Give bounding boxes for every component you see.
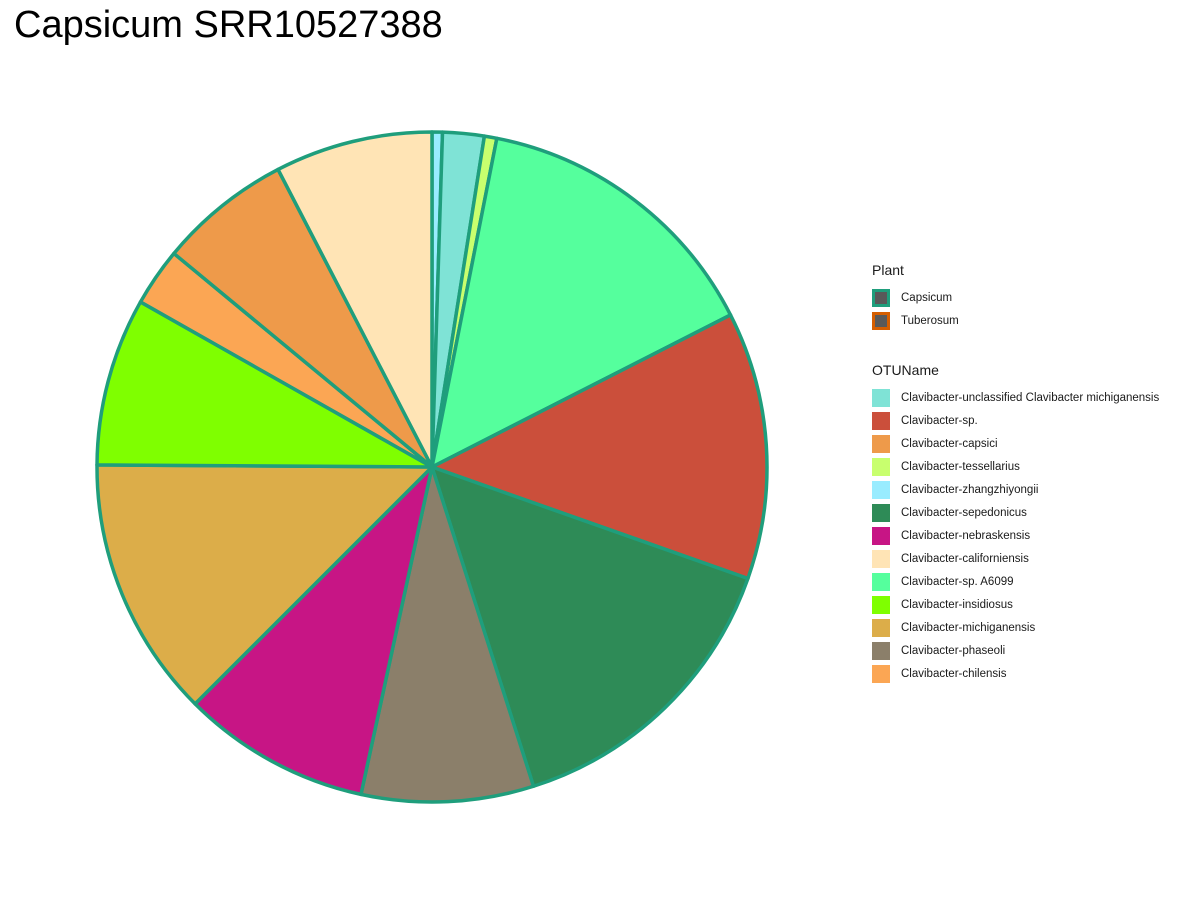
plant-legend-label: Capsicum <box>901 291 953 304</box>
pie-slice-clavibacter-sepedonicus <box>430 465 750 788</box>
pie-chart <box>95 130 769 804</box>
otu-legend-label: Clavibacter-zhangzhiyongii <box>901 483 1039 496</box>
otu-legend-label: Clavibacter-chilensis <box>901 667 1007 680</box>
otu-legend-key <box>872 457 890 476</box>
pie-slice-clavibacter-insidiosus <box>95 300 434 469</box>
otu-legend-label: Clavibacter-unclassified Clavibacter mic… <box>901 391 1160 404</box>
plant-legend-key <box>872 311 890 330</box>
otu-legend-key <box>872 388 890 407</box>
otu-legend-item: Clavibacter-zhangzhiyongii <box>872 478 1198 501</box>
otu-legend: OTUName Clavibacter-unclassified Claviba… <box>872 362 1198 685</box>
otu-legend-label: Clavibacter-nebraskensis <box>901 529 1031 542</box>
otu-legend-label: Clavibacter-phaseoli <box>901 644 1006 657</box>
otu-legend-key <box>872 595 890 614</box>
otu-legend-item: Clavibacter-tessellarius <box>872 455 1198 478</box>
otu-legend-label: Clavibacter-californiensis <box>901 552 1029 565</box>
otu-legend-label: Clavibacter-insidiosus <box>901 598 1013 611</box>
otu-legend-key <box>872 641 890 660</box>
otu-legend-item: Clavibacter-capsici <box>872 432 1198 455</box>
otu-legend-item: Clavibacter-phaseoli <box>872 639 1198 662</box>
plant-legend-items: Capsicum Tuberosum <box>872 286 1198 332</box>
otu-legend-item: Clavibacter-nebraskensis <box>872 524 1198 547</box>
otu-legend-items: Clavibacter-unclassified Clavibacter mic… <box>872 386 1198 685</box>
otu-legend-key <box>872 434 890 453</box>
otu-legend-label: Clavibacter-michiganensis <box>901 621 1036 634</box>
chart-title: Capsicum SRR10527388 <box>14 4 443 46</box>
pie-slice-clavibacter-phaseoli <box>359 465 536 804</box>
otu-legend-item: Clavibacter-unclassified Clavibacter mic… <box>872 386 1198 409</box>
otu-legend-title: OTUName <box>872 362 939 378</box>
otu-legend-key <box>872 503 890 522</box>
plant-legend-item: Tuberosum <box>872 309 1198 332</box>
plant-legend-label: Tuberosum <box>901 314 959 327</box>
otu-legend-key <box>872 618 890 637</box>
otu-legend-item: Clavibacter-sp. <box>872 409 1198 432</box>
otu-legend-label: Clavibacter-tessellarius <box>901 460 1020 473</box>
plant-legend: Plant Capsicum Tuberosum <box>872 262 1198 332</box>
otu-legend-label: Clavibacter-sp. <box>901 414 978 427</box>
otu-legend-key <box>872 526 890 545</box>
pie-slice-clavibacter-sp-a6099 <box>430 136 733 469</box>
otu-legend-label: Clavibacter-sp. A6099 <box>901 575 1014 588</box>
plant-legend-key <box>872 288 890 307</box>
pie-slice-clavibacter-sp- <box>430 313 769 581</box>
otu-legend-key <box>872 572 890 591</box>
pie-slice-clavibacter-californiensis <box>276 130 434 469</box>
pie-slice-clavibacter-capsici <box>172 167 434 469</box>
pie-slice-clavibacter-nebraskensis <box>193 465 434 797</box>
otu-legend-label: Clavibacter-capsici <box>901 437 998 450</box>
otu-legend-item: Clavibacter-sp. A6099 <box>872 570 1198 593</box>
plant-legend-title: Plant <box>872 262 904 278</box>
pie-slice-clavibacter-michiganensis <box>95 463 434 706</box>
otu-legend-label: Clavibacter-sepedonicus <box>901 506 1027 519</box>
plant-legend-item: Capsicum <box>872 286 1198 309</box>
otu-legend-item: Clavibacter-sepedonicus <box>872 501 1198 524</box>
otu-legend-item: Clavibacter-insidiosus <box>872 593 1198 616</box>
otu-legend-key <box>872 664 890 683</box>
legend: Plant Capsicum Tuberosum OTUName Clavibac… <box>872 262 1198 715</box>
otu-legend-item: Clavibacter-chilensis <box>872 662 1198 685</box>
otu-legend-key <box>872 411 890 430</box>
otu-legend-item: Clavibacter-californiensis <box>872 547 1198 570</box>
otu-legend-item: Clavibacter-michiganensis <box>872 616 1198 639</box>
otu-legend-key <box>872 549 890 568</box>
otu-legend-key <box>872 480 890 499</box>
